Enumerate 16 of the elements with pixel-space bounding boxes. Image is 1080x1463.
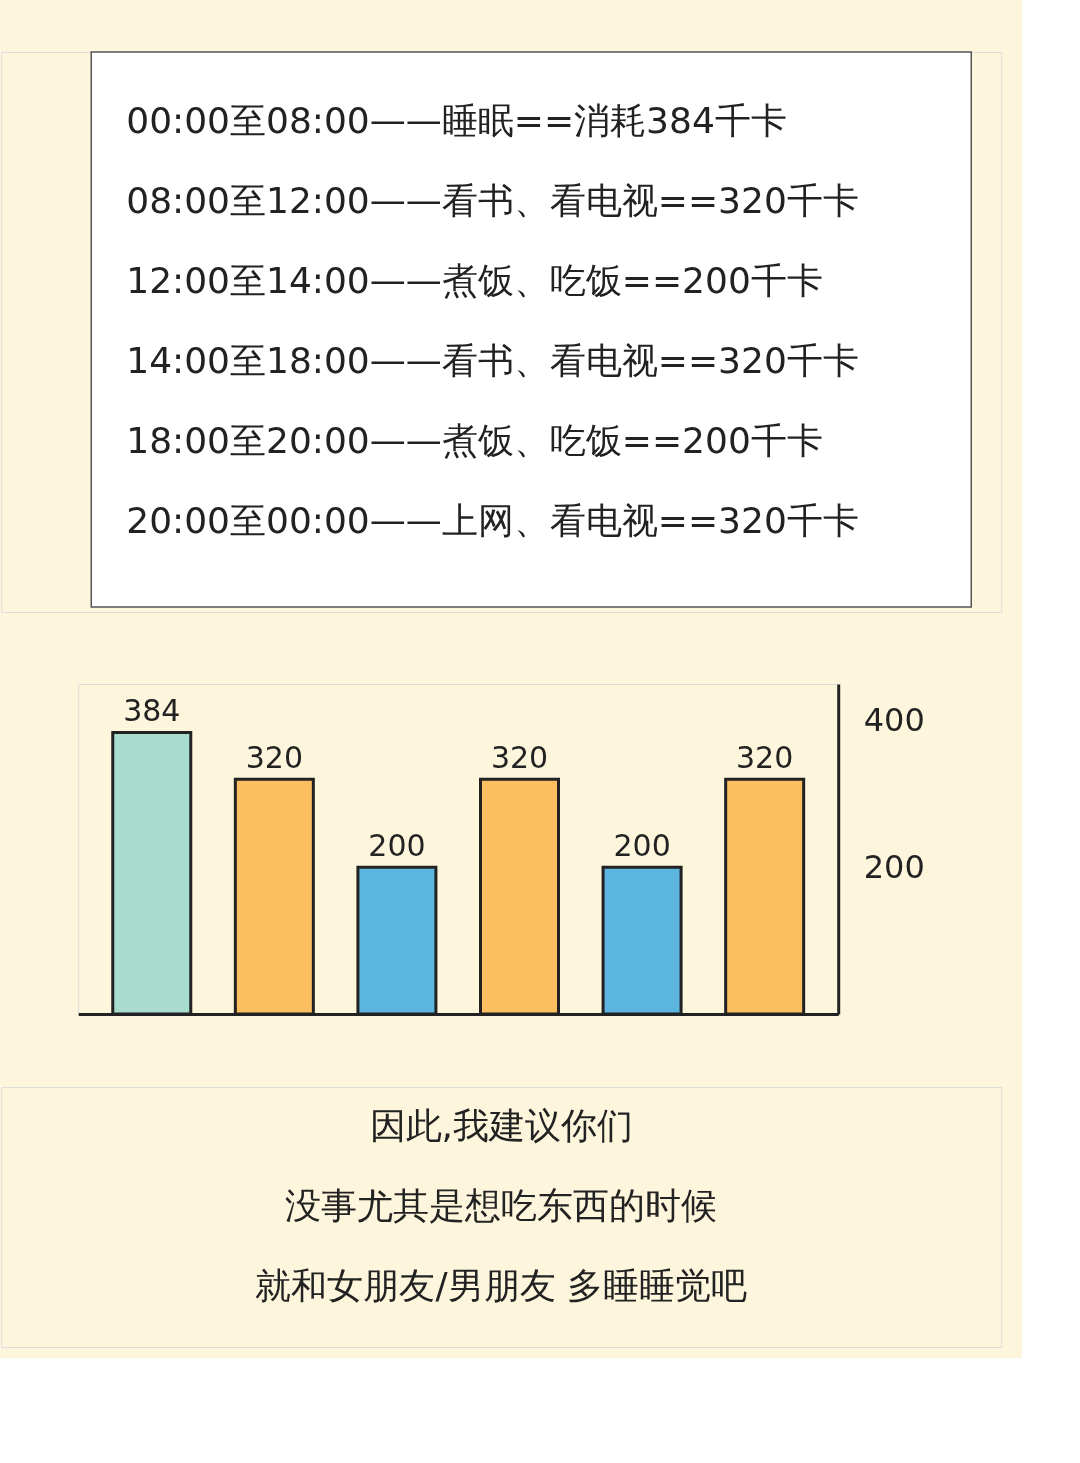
text: 08:00至12:00——看书、看电视==320千卡: [126, 180, 859, 221]
y-tick-label: 400: [863, 701, 925, 740]
text: 就和女朋友/男朋友 多睡睡觉吧: [255, 1265, 748, 1306]
text: 12:00至14:00——煮饭、吃饭==200千卡: [126, 260, 823, 301]
text: 18:00至20:00——煮饭、吃饭==200千卡: [126, 420, 823, 461]
data-label: 320: [736, 740, 794, 776]
text: 00:00至08:00——睡眠==消耗384千卡: [126, 100, 787, 141]
text: 14:00至18:00——看书、看电视==320千卡: [126, 340, 859, 381]
text: 20:00至00:00——上网、看电视==320千卡: [126, 500, 859, 541]
data-label: 384: [123, 693, 181, 729]
text: 没事尤其是想吃东西的时候: [285, 1185, 718, 1226]
data-label: 320: [490, 740, 549, 776]
data-label: 200: [368, 828, 426, 864]
data-label: 320: [245, 740, 303, 776]
text: 因此,我建议你们: [369, 1105, 633, 1146]
data-label: 200: [613, 828, 671, 864]
